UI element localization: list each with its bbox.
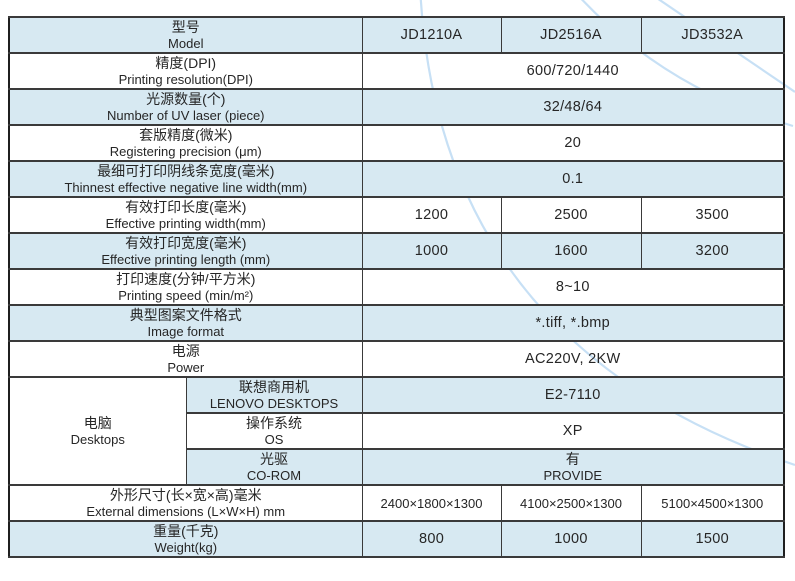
spec-value-model-1: 1200 (361, 196, 502, 234)
row-power: 电源 Power AC220V, 2KW (8, 340, 785, 378)
row-printing-speed: 打印速度(分钟/平方米) Printing speed (min/m²) 8~1… (8, 268, 785, 306)
spec-value-model-1: 800 (361, 520, 502, 558)
spec-value-model-3: 5100×4500×1300 (640, 484, 785, 522)
spec-label-en: Power (167, 360, 205, 375)
spec-label-zh: 重量(千克) (153, 523, 219, 539)
sub-value-line1: 有 (565, 451, 580, 467)
sub-label-zh: 操作系统 (246, 415, 302, 431)
sub-label-en: OS (264, 432, 284, 447)
spec-label-en: Number of UV laser (piece) (107, 108, 265, 123)
desktops-label-en: Desktops (70, 432, 125, 447)
desktops-label-zh: 电脑 (83, 415, 112, 431)
model-label-zh: 型号 (171, 19, 200, 35)
spec-label-zh: 外形尺寸(长×宽×高)毫米 (109, 487, 262, 503)
sub-label-zh: 光驱 (260, 451, 288, 467)
row-desktops-os: 操作系统 OS XP (9, 412, 785, 450)
spec-value-model-2: 1000 (500, 520, 642, 558)
spec-label-en: Effective printing length (mm) (101, 252, 271, 267)
row-printing-resolution: 精度(DPI) Printing resolution(DPI) 600/720… (8, 52, 785, 90)
spec-value: AC220V, 2KW (361, 340, 785, 378)
row-model-header: 型号 Model JD1210A JD2516A JD3532A (8, 16, 785, 54)
desktops-sub-label: 光驱 CO-ROM (185, 448, 363, 486)
spec-value-model-3: 3500 (640, 196, 785, 234)
spec-label-zh: 典型图案文件格式 (129, 307, 242, 323)
model-name-1: JD1210A (361, 16, 502, 54)
spec-value-model-3: 3200 (640, 232, 785, 270)
spec-label: 光源数量(个) Number of UV laser (piece) (8, 88, 363, 126)
spec-label-zh: 有效打印宽度(毫米) (125, 235, 247, 251)
sub-label-en: LENOVO DESKTOPS (209, 396, 339, 411)
spec-label-zh: 套版精度(微米) (139, 127, 233, 143)
model-name-3: JD3532A (640, 16, 785, 54)
row-image-format: 典型图案文件格式 Image format *.tiff, *.bmp (8, 304, 785, 342)
spec-label-en: Registering precision (μm) (109, 144, 262, 159)
spec-label-zh: 精度(DPI) (155, 55, 217, 71)
spec-label-en: Effective printing width(mm) (105, 216, 266, 231)
spec-value-model-2: 4100×2500×1300 (500, 484, 642, 522)
spec-label: 最细可打印阴线条宽度(毫米) Thinnest effective negati… (8, 160, 363, 198)
row-uv-laser-count: 光源数量(个) Number of UV laser (piece) 32/48… (8, 88, 785, 126)
spec-value-model-1: 1000 (361, 232, 502, 270)
sub-label-zh: 联想商用机 (239, 379, 309, 395)
spec-label-en: Weight(kg) (154, 540, 218, 555)
spec-label-zh: 电源 (171, 343, 200, 359)
spec-label: 外形尺寸(长×宽×高)毫米 External dimensions (L×W×H… (8, 484, 363, 522)
spec-value: 0.1 (361, 160, 785, 198)
sub-value-line2: PROVIDE (543, 468, 603, 483)
spec-label-en: Printing speed (min/m²) (118, 288, 254, 303)
spec-value: 8~10 (361, 268, 785, 306)
row-external-dimensions: 外形尺寸(长×宽×高)毫米 External dimensions (L×W×H… (8, 484, 785, 522)
model-name-2: JD2516A (500, 16, 642, 54)
model-header-label: 型号 Model (8, 16, 363, 54)
desktops-sub-value: 有 PROVIDE (361, 448, 785, 486)
spec-value-model-2: 2500 (500, 196, 642, 234)
spec-label-zh: 最细可打印阴线条宽度(毫米) (97, 163, 275, 179)
desktops-sub-value: XP (361, 412, 785, 450)
spec-label: 电源 Power (8, 340, 363, 378)
spec-label-zh: 光源数量(个) (146, 91, 226, 107)
spec-label: 套版精度(微米) Registering precision (μm) (8, 124, 363, 162)
spec-value: 600/720/1440 (361, 52, 785, 90)
spec-value: *.tiff, *.bmp (361, 304, 785, 342)
spec-value: 32/48/64 (361, 88, 785, 126)
spec-label: 打印速度(分钟/平方米) Printing speed (min/m²) (8, 268, 363, 306)
model-label-en: Model (168, 36, 204, 51)
spec-label: 精度(DPI) Printing resolution(DPI) (8, 52, 363, 90)
row-effective-printing-width: 有效打印长度(毫米) Effective printing width(mm) … (8, 196, 785, 234)
spec-label-en: Thinnest effective negative line width(m… (64, 180, 308, 195)
spec-label-zh: 打印速度(分钟/平方米) (116, 271, 256, 287)
spec-value-model-3: 1500 (640, 520, 785, 558)
desktops-sub-value: E2-7110 (361, 376, 785, 414)
row-effective-printing-length: 有效打印宽度(毫米) Effective printing length (mm… (8, 232, 785, 270)
spec-label: 有效打印宽度(毫米) Effective printing length (mm… (8, 232, 363, 270)
desktops-sub-label: 操作系统 OS (185, 412, 363, 450)
spec-label-en: Printing resolution(DPI) (118, 72, 253, 87)
spec-label-en: Image format (147, 324, 225, 339)
sub-label-en: CO-ROM (246, 468, 302, 483)
row-thinnest-line-width: 最细可打印阴线条宽度(毫米) Thinnest effective negati… (8, 160, 785, 198)
row-registering-precision: 套版精度(微米) Registering precision (μm) 20 (8, 124, 785, 162)
spec-label-en: External dimensions (L×W×H) mm (86, 504, 286, 519)
spec-value: 20 (361, 124, 785, 162)
spec-label: 重量(千克) Weight(kg) (8, 520, 363, 558)
spec-label: 有效打印长度(毫米) Effective printing width(mm) (8, 196, 363, 234)
spec-value-model-1: 2400×1800×1300 (361, 484, 502, 522)
row-weight: 重量(千克) Weight(kg) 800 1000 1500 (8, 520, 785, 558)
desktops-group-label: 电脑 Desktops (8, 376, 187, 486)
spec-label: 典型图案文件格式 Image format (8, 304, 363, 342)
spec-value-model-2: 1600 (500, 232, 642, 270)
row-desktops-lenovo: 电脑 Desktops 联想商用机 LENOVO DESKTOPS E2-711… (8, 376, 785, 486)
specification-table: 型号 Model JD1210A JD2516A JD3532A 精度(DPI)… (8, 16, 786, 558)
row-desktops-cdrom: 光驱 CO-ROM 有 PROVIDE (9, 448, 785, 486)
spec-label-zh: 有效打印长度(毫米) (125, 199, 247, 215)
desktops-sub-label: 联想商用机 LENOVO DESKTOPS (185, 376, 363, 414)
